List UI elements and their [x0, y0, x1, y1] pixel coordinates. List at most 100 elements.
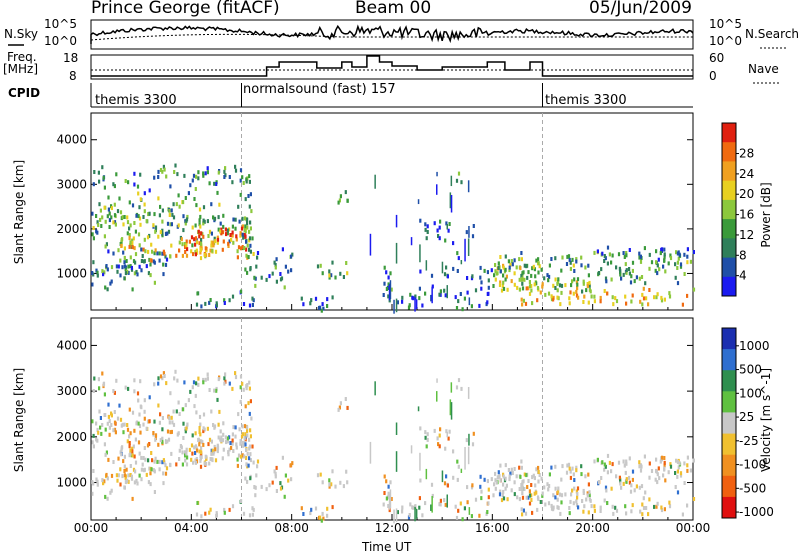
power-echo-cell: [102, 175, 105, 180]
velocity-echo-cell: [217, 435, 220, 440]
velocity-echo-cell: [137, 440, 141, 445]
power-echo-cell: [486, 300, 489, 305]
velocity-echo-cell: [113, 427, 117, 432]
velocity-echo-cell: [457, 508, 460, 513]
power-echo-cell: [326, 297, 329, 302]
power-echo-cell: [144, 249, 147, 254]
velocity-echo-cell: [102, 481, 105, 486]
power-echo-cell: [163, 167, 166, 172]
velocity-echo-cell: [686, 463, 689, 468]
velocity-echo-cell: [572, 501, 575, 506]
power-echo-cell: [199, 247, 202, 252]
power-echo-cell: [624, 294, 627, 299]
power-echo-cell: [463, 296, 466, 301]
velocity-echo-cell: [152, 431, 155, 435]
power-echo-cell: [638, 251, 641, 256]
power-echo-cell: [125, 259, 128, 263]
power-echo-cell: [495, 271, 498, 276]
power-echo-cell: [110, 215, 113, 220]
power-echo-cell: [643, 246, 646, 251]
velocity-echo-cell: [198, 442, 201, 447]
power-echo-cell: [105, 264, 108, 268]
velocity-echo-cell: [675, 458, 678, 463]
power-echo-cell: [106, 267, 109, 272]
velocity-echo-cell: [291, 461, 294, 466]
velocity-echo-cell: [143, 416, 146, 421]
velocity-echo-cell: [533, 491, 536, 496]
velocity-echo-cell: [131, 446, 134, 451]
velocity-echo-cell: [374, 381, 376, 396]
velocity-echo-cell: [468, 433, 470, 446]
velocity-echo-cell: [197, 437, 200, 442]
velocity-echo-cell: [107, 402, 110, 407]
velocity-echo-cell: [401, 505, 404, 510]
velocity-echo-cell: [583, 504, 586, 509]
velocity-echo-cell: [631, 503, 634, 508]
power-echo-cell: [126, 220, 130, 225]
velocity-echo-cell: [177, 400, 180, 405]
power-echo-cell: [450, 175, 453, 187]
velocity-echo-cell: [243, 454, 246, 459]
velocity-echo-cell: [246, 429, 249, 434]
velocity-echo-cell: [608, 460, 611, 465]
velocity-echo-cell: [648, 475, 651, 480]
power-echo-cell: [530, 288, 533, 293]
power-colorbar-label-3: 16: [739, 208, 754, 222]
velocity-echo-cell: [656, 480, 659, 485]
velocity-echo-cell: [287, 478, 290, 483]
velocity-echo-cell: [504, 476, 507, 481]
velocity-echo-cell: [121, 445, 124, 450]
power-echo-cell: [339, 194, 342, 199]
velocity-echo-cell: [246, 433, 249, 438]
power-echo-cell: [129, 223, 132, 228]
velocity-echo-cell: [676, 460, 679, 465]
power-echo-cell: [184, 219, 187, 224]
power-echo-cell: [467, 238, 470, 256]
power-echo-cell: [418, 296, 421, 301]
velocity-colorbar-bin-1: [722, 349, 736, 371]
power-echo-cell: [519, 266, 522, 271]
velocity-echo-cell: [159, 412, 162, 417]
power-echo-cell: [97, 223, 100, 227]
velocity-echo-cell: [283, 494, 286, 499]
velocity-echo-cell: [537, 470, 540, 474]
velocity-echo-cell: [157, 376, 160, 381]
velocity-echo-cell: [425, 468, 428, 480]
power-echo-cell: [107, 207, 110, 212]
power-echo-cell: [211, 248, 214, 253]
velocity-echo-cell: [648, 461, 651, 466]
power-echo-cell: [206, 219, 209, 224]
power-echo-cell: [446, 285, 448, 299]
velocity-echo-cell: [100, 431, 103, 436]
velocity-echo-cell: [426, 432, 429, 437]
power-echo-cell: [102, 272, 105, 277]
velocity-colorbar-label-4: -25: [739, 434, 759, 448]
power-echo-cell: [223, 169, 226, 174]
power-echo-cell: [216, 237, 220, 242]
power-echo-cell: [395, 242, 398, 264]
power-echo-cell: [249, 220, 252, 225]
power-echo-cell: [225, 232, 228, 237]
power-echo-cell: [248, 229, 251, 234]
power-echo-cell: [193, 237, 196, 242]
power-echo-cell: [426, 224, 429, 229]
velocity-echo-cell: [662, 473, 665, 478]
power-echo-cell: [218, 202, 221, 207]
nsky-tick-top: 10^5: [44, 17, 77, 31]
power-echo-cell: [552, 297, 555, 302]
velocity-echo-cell: [253, 485, 256, 489]
nsearch-tick-top: 10^5: [709, 17, 742, 31]
velocity-echo-cell: [536, 495, 540, 500]
power-echo-cell: [254, 276, 257, 281]
velocity-echo-cell: [202, 412, 206, 417]
power-echo-cell: [430, 294, 432, 302]
velocity-echo-cell: [217, 377, 220, 382]
power-echo-cell: [537, 261, 540, 266]
power-echo-cell: [659, 251, 662, 256]
power-echo-cell: [445, 265, 448, 270]
velocity-echo-cell: [172, 422, 176, 427]
power-echo-cell: [117, 248, 120, 253]
power-echo-cell: [499, 255, 502, 259]
power-echo-cell: [520, 273, 523, 278]
velocity-echo-cell: [624, 504, 627, 509]
